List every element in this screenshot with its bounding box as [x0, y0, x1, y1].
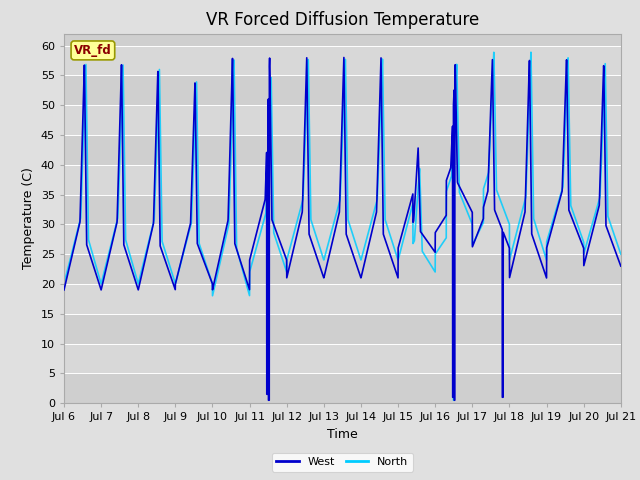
- West: [60, 287, 68, 293]
- North: [616, 250, 624, 255]
- West: [160, 254, 168, 260]
- North: [160, 245, 168, 251]
- Bar: [64, 34, 621, 46]
- Title: VR Forced Diffusion Temperature: VR Forced Diffusion Temperature: [206, 11, 479, 29]
- West: [264, 397, 272, 403]
- North: [60, 281, 68, 287]
- West: [499, 395, 507, 400]
- West: [322, 267, 330, 273]
- North: [617, 252, 625, 257]
- West: [617, 263, 625, 269]
- Bar: [64, 373, 621, 403]
- Bar: [64, 75, 621, 105]
- Bar: [64, 135, 621, 165]
- Legend: West, North: West, North: [272, 453, 413, 471]
- Line: West: West: [64, 58, 621, 400]
- North: [499, 204, 507, 210]
- West: [340, 55, 348, 60]
- Bar: [64, 314, 621, 344]
- Y-axis label: Temperature (C): Temperature (C): [22, 168, 35, 269]
- West: [616, 262, 624, 267]
- North: [527, 49, 535, 55]
- West: [436, 221, 444, 227]
- North: [450, 397, 458, 403]
- Text: VR_fd: VR_fd: [74, 44, 112, 57]
- Bar: [64, 194, 621, 224]
- North: [467, 219, 475, 225]
- West: [468, 208, 476, 214]
- X-axis label: Time: Time: [327, 428, 358, 441]
- Line: North: North: [64, 52, 621, 400]
- North: [436, 244, 444, 250]
- Bar: [64, 254, 621, 284]
- North: [322, 251, 330, 256]
